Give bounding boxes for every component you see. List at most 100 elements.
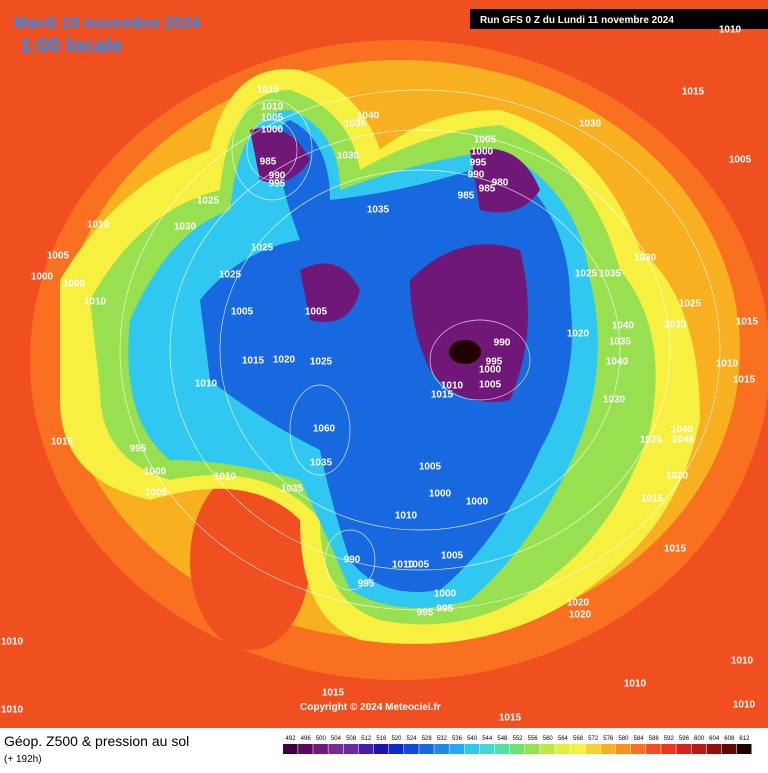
- legend-swatch: [691, 744, 707, 754]
- isobar-label: 995: [437, 604, 454, 615]
- isobar-label: 1000: [429, 489, 452, 500]
- legend-swatch: [419, 744, 434, 754]
- isobar-label: 1010: [624, 679, 647, 690]
- legend-swatch: [509, 744, 525, 754]
- isobar-label: 1025: [679, 299, 702, 310]
- isobar-label: 1010: [87, 220, 110, 231]
- isobar-label: 1020: [569, 610, 592, 621]
- isobar-label: 1010: [214, 472, 237, 483]
- legend-swatch: [388, 744, 404, 754]
- legend-swatch: [449, 744, 465, 754]
- legend-value: 560: [543, 736, 554, 742]
- isobar-label: 1030: [337, 151, 360, 162]
- isobar-label: 1030: [603, 395, 626, 406]
- isobar-label: 1035: [599, 269, 622, 280]
- footer-subtitle: (+ 192h): [4, 754, 42, 765]
- legend-value: 536: [452, 736, 463, 742]
- isobar-label: 1015: [664, 544, 687, 555]
- legend-value: 596: [679, 736, 690, 742]
- isobar-label: 1025: [219, 270, 242, 281]
- isobar-label: 1025: [310, 357, 333, 368]
- isobar-label: 1000: [471, 147, 494, 158]
- legend-value: 580: [618, 736, 629, 742]
- isobar-label: 1010: [392, 560, 415, 571]
- isobar-label: 1000: [466, 497, 489, 508]
- isobar-label: 1005: [407, 560, 430, 571]
- isobar-label: 1030: [634, 253, 657, 264]
- isobar-label: 1020: [567, 329, 590, 340]
- isobar-label: 1040: [357, 111, 380, 122]
- isobar-label: 1030: [664, 320, 687, 331]
- legend-value: 608: [724, 736, 735, 742]
- legend-swatch: [661, 744, 676, 754]
- isobar-label: 1010: [395, 511, 418, 522]
- isobar-label: 980: [492, 178, 509, 189]
- legend-value: 516: [376, 736, 387, 742]
- legend-value: 572: [588, 736, 599, 742]
- isobar-label: 1010: [261, 102, 284, 113]
- legend-swatch: [434, 744, 449, 754]
- isobar-label: 1005: [145, 488, 168, 499]
- isobar-label: 1040: [612, 321, 635, 332]
- isobar-label: 1025: [251, 243, 274, 254]
- isobar-label: 1000: [479, 365, 502, 376]
- legend-value: 544: [482, 736, 493, 742]
- isobar-label: 985: [479, 184, 496, 195]
- legend-value: 588: [649, 736, 660, 742]
- isobar-label: 1000: [144, 467, 167, 478]
- isobar-label: 1010: [731, 656, 754, 667]
- legend-value: 552: [512, 736, 523, 742]
- isobar-label: 1005: [479, 380, 502, 391]
- isobar-label: 1005: [474, 135, 497, 146]
- isobar-label: 1040: [671, 425, 694, 436]
- legend-value: 584: [634, 736, 645, 742]
- legend-swatch: [540, 744, 555, 754]
- isobar-label: 1005: [231, 307, 254, 318]
- legend-swatch: [283, 744, 298, 754]
- legend-value: 520: [391, 736, 402, 742]
- isobar-label: 1010: [733, 700, 756, 711]
- isobar-label: 1005: [729, 155, 752, 166]
- legend-value: 592: [664, 736, 675, 742]
- isobar-label: 1000: [261, 125, 284, 136]
- legend-swatch: [525, 744, 540, 754]
- legend-value: 492: [286, 736, 297, 742]
- isobar-label: 1005: [441, 551, 464, 562]
- isobar-label: 1010: [441, 381, 464, 392]
- legend-value: 524: [407, 736, 418, 742]
- isobar-label: 990: [468, 170, 485, 181]
- isobar-label: 1010: [1, 637, 24, 648]
- isobar-label: 1015: [257, 85, 280, 96]
- legend-swatch: [343, 744, 359, 754]
- isobar-label: 1015: [733, 375, 756, 386]
- legend-value: 564: [558, 736, 569, 742]
- isobar-label: 995: [130, 444, 147, 455]
- isobar-label: 1015: [736, 317, 759, 328]
- footer-title: Géop. Z500 & pression au sol: [4, 733, 189, 749]
- isobar-label: 1015: [641, 494, 664, 505]
- legend-value: 540: [467, 736, 478, 742]
- legend-value: 612: [739, 736, 750, 742]
- legend-swatch: [585, 744, 601, 754]
- isobar-label: 1030: [174, 222, 197, 233]
- isobar-label: 995: [269, 179, 286, 190]
- legend-value: 496: [301, 736, 312, 742]
- isobar-label: 995: [486, 357, 503, 368]
- legend-swatch: [298, 744, 313, 754]
- date-label: Mardi 19 novembre 2024: [14, 15, 200, 32]
- legend-value: 504: [331, 736, 342, 742]
- isobar-label: 1060: [313, 424, 336, 435]
- time-label: 1:00 locale: [20, 35, 122, 57]
- legend-value: 576: [603, 736, 614, 742]
- legend-value: 568: [573, 736, 584, 742]
- run-label: Run GFS 0 Z du Lundi 11 novembre 2024: [480, 15, 674, 26]
- isobar-label: 1035: [344, 119, 367, 130]
- isobar-label: 1025: [575, 269, 598, 280]
- legend-swatch: [464, 744, 480, 754]
- legend-swatch: [328, 744, 344, 754]
- isobar-label: 990: [494, 338, 511, 349]
- legend-value: 532: [437, 736, 448, 742]
- legend-swatch: [600, 744, 616, 754]
- legend-swatch: [555, 744, 570, 754]
- isobar-label: 1005: [47, 251, 70, 262]
